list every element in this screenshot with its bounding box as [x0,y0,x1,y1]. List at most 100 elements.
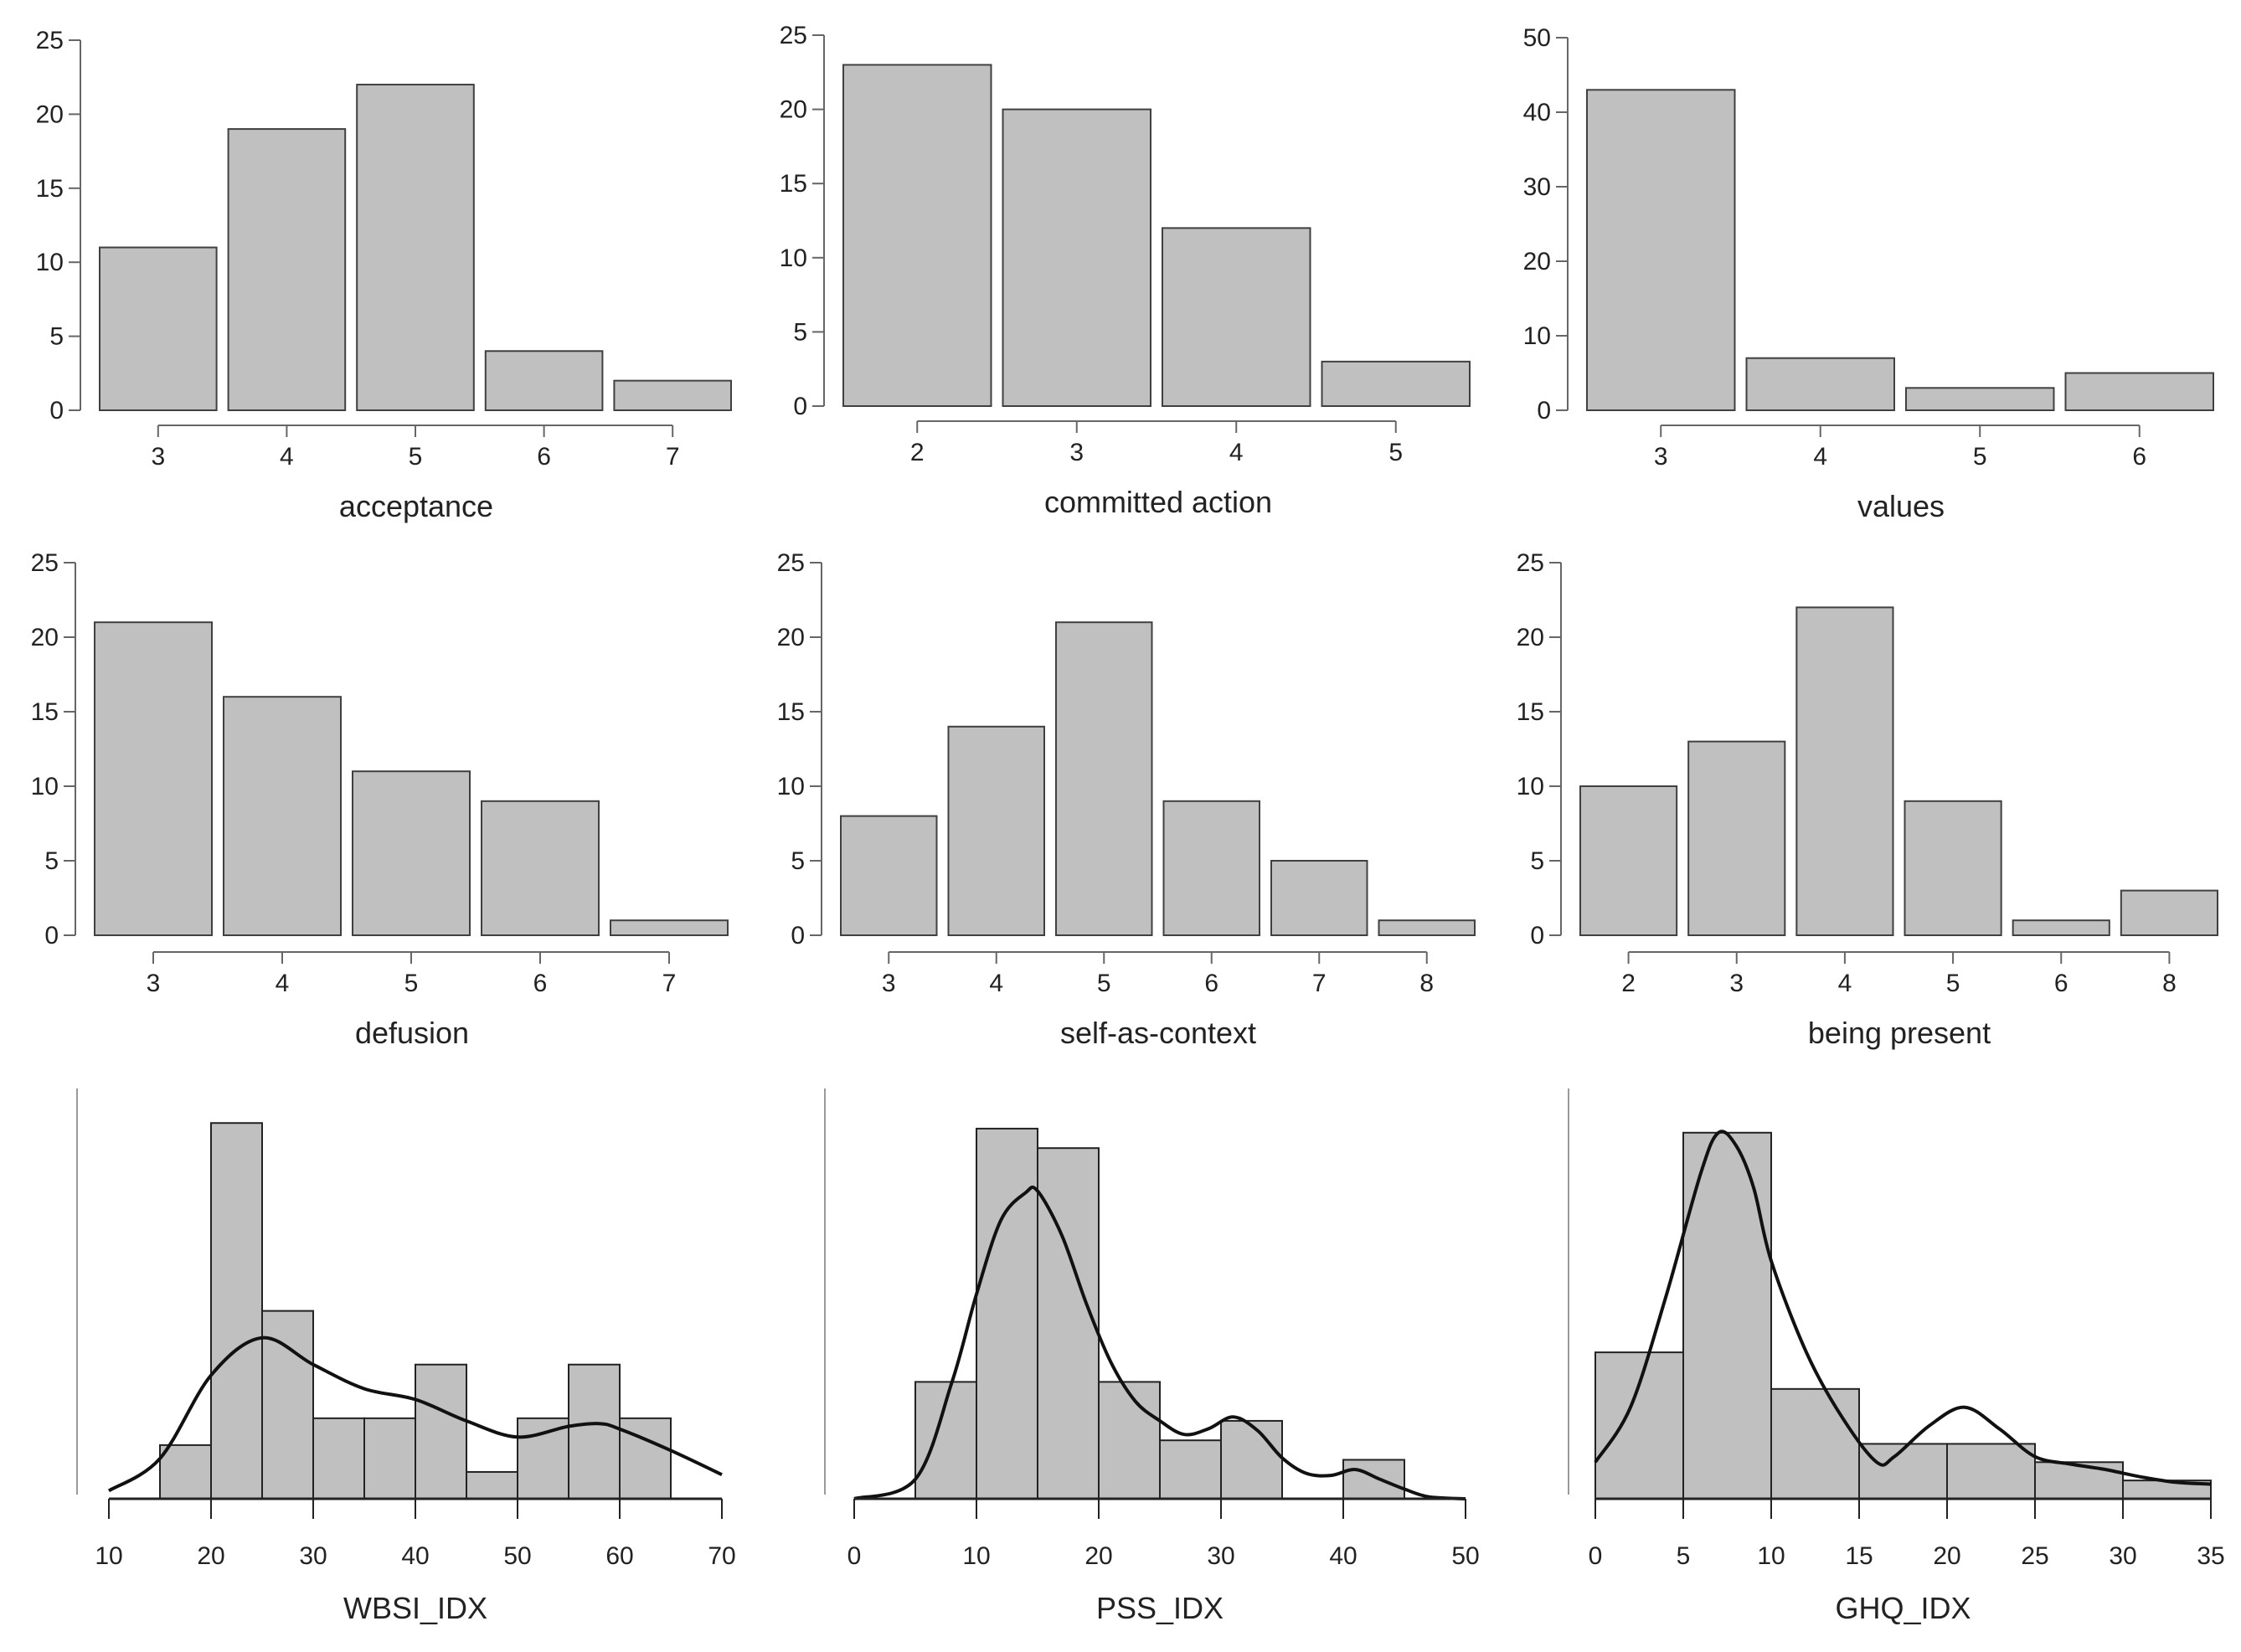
x-axis-title: WBSI_IDX [343,1591,487,1625]
histogram-bar [1037,1147,1100,1500]
x-tick-label: 3 [1729,970,1744,997]
x-tick-label: 4 [1229,439,1244,466]
x-tick-label: 50 [1451,1542,1479,1570]
y-tick-label: 25 [1517,549,1544,577]
bar-chart-4: 0 5 10 15 20 25 3 4 5 6 7 8 self-as-context [777,549,1476,1050]
y-tick-label: 10 [36,249,64,276]
bar [2120,889,2218,936]
y-tick-label: 20 [1517,624,1544,651]
x-tick-label: 60 [605,1542,633,1570]
x-tick-label: 20 [1084,1542,1112,1570]
y-tick-label: 40 [1523,99,1551,126]
bar [1321,360,1471,407]
x-tick-label: 6 [537,443,551,471]
x-tick-label: 5 [409,443,423,471]
x-tick-label: 3 [882,970,896,997]
histogram-bar [2034,1461,2124,1500]
bar-chart-3: 0 5 10 15 20 25 3 4 5 6 7 defusion [31,549,729,1050]
x-tick-label: 0 [1589,1542,1603,1570]
x-tick-label: 25 [2021,1542,2048,1570]
y-tick-label: 0 [49,397,64,425]
bar [352,770,471,937]
x-axis-title: defusion [355,1016,469,1050]
y-tick-label: 15 [777,698,805,726]
y-tick-label: 0 [791,922,805,950]
x-tick-label: 3 [151,443,165,471]
x-tick-label: 4 [1813,443,1827,471]
bar [613,379,733,412]
bar-chart-2: 0 10 20 30 40 50 3 4 5 6 values [1523,24,2214,523]
y-tick-label: 10 [1517,773,1544,800]
x-tick-label: 15 [1845,1542,1873,1570]
x-tick-label: 3 [1069,439,1084,466]
x-tick-label: 3 [1654,443,1668,471]
density-curve [853,1185,1466,1500]
y-tick-label: 5 [1530,847,1544,875]
bar [356,84,475,411]
bar [1904,800,2002,936]
y-tick-label: 25 [31,549,59,577]
bar [2012,919,2110,936]
x-tick-label: 7 [666,443,680,471]
histogram-bar [415,1363,467,1500]
x-tick-label: 70 [708,1542,735,1570]
histogram-bar [1594,1351,1684,1500]
x-tick-label: 4 [280,443,294,471]
bar-chart-5: 0 5 10 15 20 25 2 3 4 5 6 8 being present [1517,549,2218,1050]
bar [1378,919,1476,936]
x-tick-label: 4 [276,970,290,997]
density-curve [1594,1130,2212,1486]
histogram-bar [466,1470,518,1500]
x-tick-label: 8 [2162,970,2177,997]
x-tick-label: 35 [2197,1542,2224,1570]
y-tick-label: 25 [777,549,805,577]
x-tick-label: 40 [1329,1542,1357,1570]
histogram-7: 0 10 20 30 40 50 PSS_IDX [824,1088,1480,1625]
x-tick-label: 5 [404,970,419,997]
x-tick-label: 5 [1973,443,1987,471]
histogram-bar [1159,1439,1222,1500]
histogram-bar [1220,1419,1283,1500]
x-tick-label: 2 [910,439,925,466]
x-tick-label: 10 [962,1542,990,1570]
bar [610,919,729,936]
bar [1270,860,1368,936]
histogram-bar [159,1444,212,1500]
histogram-8: 0 5 10 15 20 25 30 35 GHQ_IDX [1568,1088,2225,1625]
y-tick-label: 20 [36,100,64,128]
y-tick-label: 5 [791,847,805,875]
y-tick-label: 0 [44,922,59,950]
x-tick-label: 5 [1388,439,1403,466]
histogram-bar [1098,1381,1161,1500]
histogram-bar [517,1417,569,1500]
histogram-bar [210,1122,263,1500]
x-tick-label: 20 [197,1542,224,1570]
histogram-bar [976,1127,1038,1500]
bar [947,725,1045,936]
bar [842,64,992,407]
bar [1055,621,1153,936]
bar [1162,800,1260,936]
y-tick-label: 15 [1517,698,1544,726]
x-tick-label: 8 [1419,970,1434,997]
bar [1687,740,1786,936]
y-tick-label: 50 [1523,24,1551,52]
bar [1905,387,2055,411]
bar [1162,227,1311,407]
x-tick-label: 7 [662,970,677,997]
bar-chart-0: 0 5 10 15 20 25 3 4 5 6 7 acceptance [36,27,733,523]
bar [1586,89,1736,412]
x-axis-title: GHQ_IDX [1835,1591,1971,1625]
histogram-bar [1342,1459,1405,1500]
bar [1745,357,1895,412]
y-tick-label: 20 [1523,248,1551,275]
y-tick-label: 15 [780,170,807,198]
density-curve [107,1335,723,1493]
x-tick-label: 5 [1677,1542,1691,1570]
x-tick-label: 10 [95,1542,122,1570]
x-tick-label: 50 [503,1542,531,1570]
y-tick-label: 10 [31,773,59,800]
y-tick-label: 20 [780,96,807,124]
y-tick-label: 10 [780,244,807,272]
y-tick-label: 5 [44,847,59,875]
